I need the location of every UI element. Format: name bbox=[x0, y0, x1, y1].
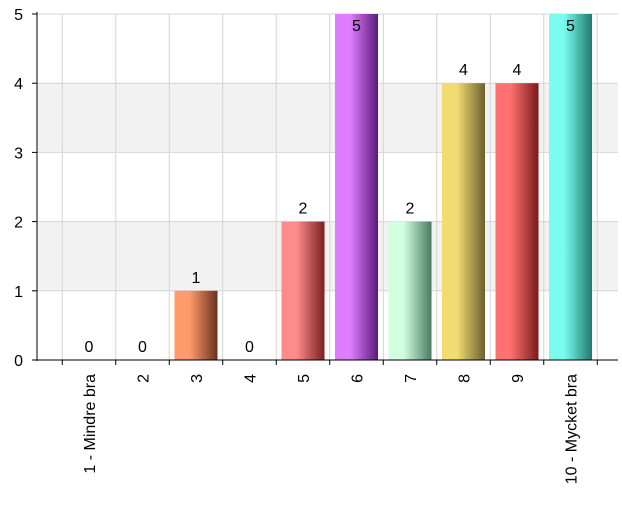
y-tick-label: 2 bbox=[14, 215, 23, 232]
bar bbox=[281, 221, 325, 360]
data-labels: 0 0 1 0 2 5 2 4 4 5 bbox=[85, 18, 576, 356]
axes bbox=[32, 12, 618, 365]
y-tick-label: 3 bbox=[14, 145, 23, 162]
data-label: 0 bbox=[138, 339, 147, 356]
data-label: 0 bbox=[245, 339, 254, 356]
x-tick-label: 5 bbox=[296, 374, 313, 383]
data-label: 4 bbox=[459, 62, 468, 79]
data-label: 2 bbox=[406, 201, 415, 218]
x-tick-label: 3 bbox=[189, 374, 206, 383]
bar bbox=[549, 14, 592, 360]
bar bbox=[335, 14, 378, 360]
data-label: 4 bbox=[513, 62, 522, 79]
data-label: 2 bbox=[299, 201, 308, 218]
data-label: 1 bbox=[192, 270, 201, 287]
y-tick-labels: 0 1 2 3 4 5 bbox=[14, 7, 23, 370]
vertical-gridlines bbox=[61, 14, 598, 360]
x-tick-labels: 1 - Mindre bra 2 3 4 5 6 7 8 9 10 - Mycket bra bbox=[82, 374, 581, 484]
x-tick-label: 8 bbox=[457, 374, 474, 383]
data-label: 0 bbox=[85, 339, 94, 356]
bar bbox=[388, 221, 432, 360]
bars bbox=[174, 14, 592, 360]
x-tick-label: 2 bbox=[136, 374, 153, 383]
x-tick-label: 7 bbox=[403, 374, 420, 383]
bar bbox=[174, 290, 218, 360]
bar bbox=[495, 83, 539, 360]
x-tick-label: 6 bbox=[350, 374, 367, 383]
x-tick-label: 1 - Mindre bra bbox=[82, 374, 99, 474]
x-tick-label: 10 - Mycket bra bbox=[564, 374, 581, 484]
data-label: 5 bbox=[352, 18, 361, 35]
y-tick-label: 1 bbox=[14, 284, 23, 301]
data-label: 5 bbox=[566, 18, 575, 35]
y-tick-label: 5 bbox=[14, 7, 23, 24]
x-tick-label: 4 bbox=[243, 374, 260, 383]
y-tick-label: 4 bbox=[14, 76, 23, 93]
y-tick-label: 0 bbox=[14, 353, 23, 370]
bar bbox=[442, 83, 485, 360]
x-tick-label: 9 bbox=[510, 374, 527, 383]
